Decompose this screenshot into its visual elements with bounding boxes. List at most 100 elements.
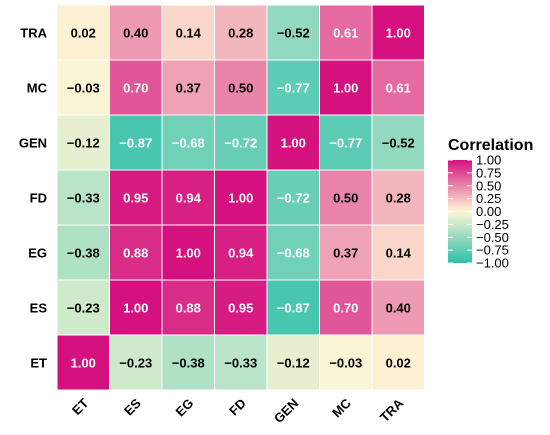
y-tick-label-mc: MC — [27, 81, 48, 96]
heatmap-cell-fd-mc — [319, 169, 373, 226]
x-tick-label-es: ES — [121, 395, 144, 418]
x-tick-label-gen: GEN — [271, 396, 302, 427]
heatmap-cell-es-et — [56, 279, 110, 336]
cell-value-label: −0.52 — [277, 26, 310, 41]
heatmap-cell-es-es — [109, 279, 163, 336]
heatmap-cell-gen-fd — [214, 114, 268, 171]
cell-value-label: 1.00 — [176, 246, 201, 261]
x-tick-label-et: ET — [69, 395, 91, 417]
cell-value-label: 0.95 — [228, 301, 253, 316]
legend: Correlation 1.000.750.500.250.00−0.25−0.… — [448, 137, 533, 271]
cell-value-label: −0.03 — [329, 356, 362, 371]
cell-value-label: −0.77 — [329, 136, 362, 151]
heatmap-cell-es-fd — [214, 279, 268, 336]
heatmap-cell-tra-es — [109, 4, 163, 61]
cell-value-label: 0.88 — [123, 246, 148, 261]
cell-value-label: 0.02 — [386, 356, 411, 371]
cell-value-label: −0.68 — [277, 246, 310, 261]
heatmap-cell-eg-et — [56, 224, 110, 281]
heatmap-cell-tra-et — [56, 4, 110, 61]
heatmap-cells: 0.02 0.40 0.14 0.28 −0.52 0.61 1.00 −0.03 0.70 0.… — [56, 4, 425, 391]
heatmap-cell-gen-es — [109, 114, 163, 171]
legend-tick-label: 1.00 — [476, 153, 501, 168]
heatmap-cell-et-et — [56, 334, 110, 391]
heatmap-cell-gen-tra — [371, 114, 425, 171]
cell-value-label: 0.70 — [123, 81, 148, 96]
legend-tick-label: −1.00 — [476, 256, 509, 271]
cell-value-label: 0.95 — [123, 191, 148, 206]
heatmap-cell-fd-fd — [214, 169, 268, 226]
cell-value-label: 0.50 — [228, 81, 253, 96]
cell-value-label: −0.52 — [382, 136, 415, 151]
y-tick-label-et: ET — [30, 356, 47, 371]
y-tick-label-fd: FD — [30, 191, 47, 206]
heatmap-cell-fd-et — [56, 169, 110, 226]
heatmap-cell-mc-tra — [371, 59, 425, 116]
x-tick-label-fd: FD — [226, 396, 249, 419]
x-tick-label-mc: MC — [329, 395, 354, 420]
heatmap-cell-fd-es — [109, 169, 163, 226]
legend-tick-label: 0.50 — [476, 178, 501, 193]
heatmap-cell-es-gen — [266, 279, 320, 336]
cell-value-label: −0.12 — [277, 356, 310, 371]
cell-value-label: −0.23 — [67, 301, 100, 316]
heatmap-cell-gen-eg — [161, 114, 215, 171]
heatmap-cell-mc-gen — [266, 59, 320, 116]
cell-value-label: −0.68 — [172, 136, 205, 151]
cell-value-label: −0.03 — [67, 81, 100, 96]
legend-tick-label: −0.25 — [476, 217, 509, 232]
heatmap-cell-gen-gen — [266, 114, 320, 171]
cell-value-label: −0.72 — [277, 191, 310, 206]
cell-value-label: 0.28 — [228, 26, 253, 41]
cell-value-label: 0.61 — [386, 81, 411, 96]
legend-tick-label: −0.50 — [476, 230, 509, 245]
cell-value-label: 0.70 — [333, 301, 358, 316]
x-tick-label-eg: EG — [172, 396, 196, 420]
cell-value-label: 1.00 — [333, 81, 358, 96]
cell-value-label: 0.37 — [176, 81, 201, 96]
cell-value-label: 0.88 — [176, 301, 201, 316]
heatmap-cell-gen-mc — [319, 114, 373, 171]
cell-value-label: 0.50 — [333, 191, 358, 206]
legend-title: Correlation — [448, 137, 533, 154]
cell-value-label: 0.14 — [176, 26, 202, 41]
legend-tick-label: 0.00 — [476, 204, 501, 219]
cell-value-label: 0.02 — [71, 26, 96, 41]
x-tick-label-tra: TRA — [377, 395, 407, 425]
cell-value-label: 0.28 — [386, 191, 411, 206]
cell-value-label: 0.37 — [333, 246, 358, 261]
y-tick-label-eg: EG — [28, 246, 47, 261]
y-tick-label-es: ES — [30, 301, 48, 316]
x-axis-tick-labels: ET ES EG FD GEN MC TRA — [69, 395, 407, 426]
cell-value-label: −0.38 — [67, 246, 100, 261]
legend-tick-label: 0.25 — [476, 191, 501, 206]
legend-tick-label: −0.75 — [476, 243, 509, 258]
y-tick-label-tra: TRA — [20, 26, 47, 41]
cell-value-label: −0.38 — [172, 356, 205, 371]
cell-value-label: 1.00 — [281, 136, 306, 151]
cell-value-label: 1.00 — [228, 191, 253, 206]
cell-value-label: 0.14 — [386, 246, 412, 261]
heatmap-cell-mc-et — [56, 59, 110, 116]
cell-value-label: 0.40 — [386, 301, 411, 316]
heatmap-cell-et-gen — [266, 334, 320, 391]
y-axis-tick-labels: TRA MC GEN FD EG ES ET — [19, 26, 48, 371]
cell-value-label: 1.00 — [123, 301, 148, 316]
heatmap-cell-et-tra — [371, 334, 425, 391]
heatmap-cell-mc-eg — [161, 59, 215, 116]
cell-value-label: −0.33 — [224, 356, 257, 371]
cell-value-label: 0.94 — [228, 246, 254, 261]
heatmap-cell-et-fd — [214, 334, 268, 391]
cell-value-label: −0.87 — [119, 136, 152, 151]
heatmap-cell-tra-mc — [319, 4, 373, 61]
cell-value-label: 0.61 — [333, 26, 358, 41]
heatmap-cell-es-tra — [371, 279, 425, 336]
cell-value-label: 1.00 — [71, 356, 96, 371]
cell-value-label: −0.33 — [67, 191, 100, 206]
legend-tick-label: 0.75 — [476, 165, 501, 180]
cell-value-label: −0.23 — [119, 356, 152, 371]
heatmap-cell-tra-eg — [161, 4, 215, 61]
cell-value-label: −0.77 — [277, 81, 310, 96]
heatmap-cell-et-mc — [319, 334, 373, 391]
